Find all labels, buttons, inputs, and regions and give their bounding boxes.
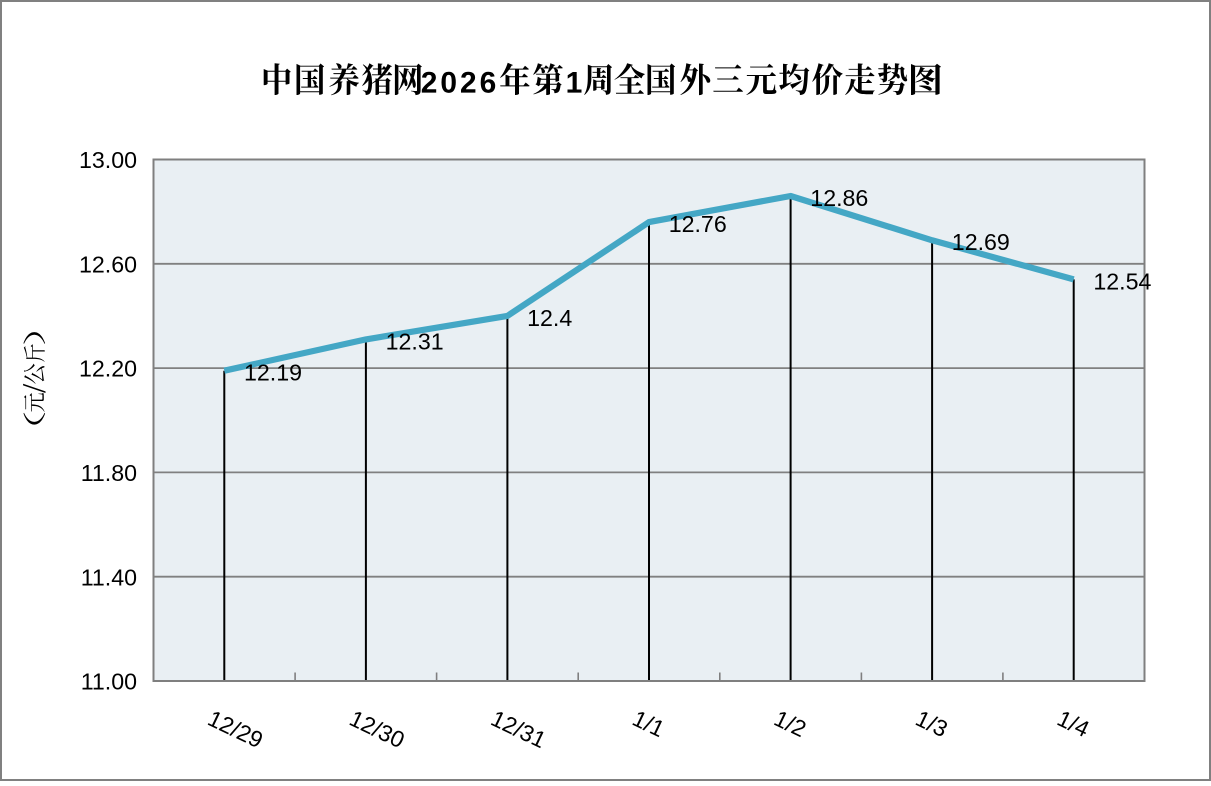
svg-text:12.69: 12.69 — [952, 229, 1010, 255]
svg-text:11.00: 11.00 — [81, 669, 137, 695]
svg-text:12.54: 12.54 — [1093, 268, 1151, 294]
svg-text:11.40: 11.40 — [81, 564, 137, 590]
svg-text:12.19: 12.19 — [244, 360, 302, 386]
svg-text:13.00: 13.00 — [79, 147, 137, 173]
svg-text:12.4: 12.4 — [527, 305, 572, 331]
svg-text:12.31: 12.31 — [386, 328, 444, 354]
svg-text:12.76: 12.76 — [669, 211, 727, 237]
svg-text:12.60: 12.60 — [79, 251, 137, 277]
svg-text:12.86: 12.86 — [810, 185, 868, 211]
svg-text:12.20: 12.20 — [79, 356, 137, 382]
svg-text:11.80: 11.80 — [81, 460, 137, 486]
